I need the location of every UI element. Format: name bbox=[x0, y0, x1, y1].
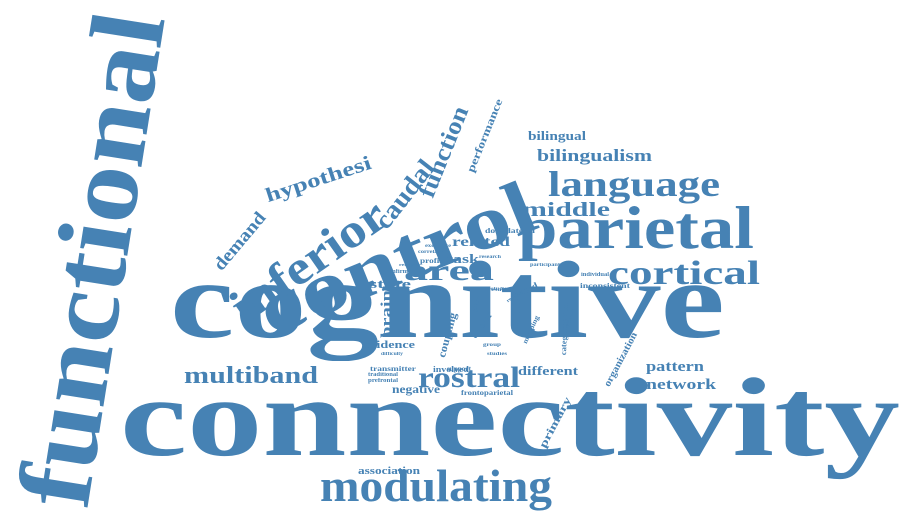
word-task: task bbox=[447, 251, 480, 266]
word-support: support bbox=[447, 365, 471, 373]
word-bilingualism: bilingualism bbox=[537, 146, 652, 165]
word-area: area bbox=[404, 254, 494, 287]
word-bilingual: bilingual bbox=[528, 128, 586, 143]
word-evidence: evidence bbox=[363, 339, 415, 351]
word-multiband: multiband bbox=[184, 363, 319, 389]
word-traditional: traditional bbox=[368, 372, 398, 378]
word-middle: middle bbox=[522, 199, 611, 221]
word-transmitter: transmitter bbox=[370, 365, 416, 373]
word-studies: studies bbox=[487, 352, 507, 357]
word-rostral: rostral bbox=[418, 361, 521, 394]
word-association: association bbox=[358, 466, 420, 477]
word-modulating: modulating bbox=[320, 460, 552, 511]
word-cognitive: cognitive bbox=[170, 239, 725, 361]
word-executive: executive bbox=[425, 244, 452, 249]
word-correlated: correlated bbox=[418, 250, 447, 255]
word-brain: brain bbox=[379, 289, 395, 338]
word-involved: involved bbox=[433, 365, 469, 374]
word-research: research bbox=[479, 255, 502, 260]
word-profile: profile bbox=[420, 257, 447, 265]
word-dorsolateral: dorsolateral bbox=[485, 227, 535, 235]
word-result: result bbox=[488, 288, 507, 293]
word-individual: individual bbox=[581, 272, 609, 278]
word-inconsistent: inconsistent bbox=[580, 282, 630, 290]
word-different: different bbox=[518, 363, 578, 378]
word-parietal: parietal bbox=[518, 195, 754, 261]
word-group: group bbox=[483, 343, 502, 348]
word-frontoparietal: frontoparietal bbox=[461, 389, 514, 397]
word-receptor: receptor bbox=[399, 262, 421, 267]
word-cortical: cortical bbox=[608, 255, 760, 292]
word-performance: performance bbox=[465, 97, 506, 175]
word-modulate: modulate bbox=[514, 297, 522, 330]
word-confirm: confirm bbox=[386, 269, 408, 275]
word-negative: negative bbox=[392, 382, 440, 396]
word-language: language bbox=[548, 164, 720, 204]
word-difficulty: difficulty bbox=[381, 352, 404, 357]
word-related: related bbox=[452, 235, 511, 250]
word-study: study bbox=[491, 287, 506, 292]
word-connectivity: connectivity bbox=[120, 356, 900, 480]
word-prefrontal: prefrontal bbox=[368, 378, 398, 384]
word-pattern: pattern bbox=[646, 359, 704, 375]
word-state: state bbox=[369, 276, 411, 291]
word-participant: participant bbox=[530, 263, 561, 268]
word-network: network bbox=[646, 377, 717, 393]
